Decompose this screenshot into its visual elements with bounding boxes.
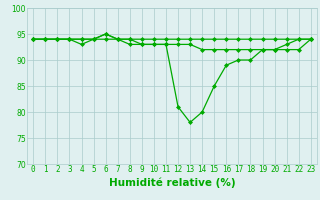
X-axis label: Humidité relative (%): Humidité relative (%) [109, 177, 235, 188]
